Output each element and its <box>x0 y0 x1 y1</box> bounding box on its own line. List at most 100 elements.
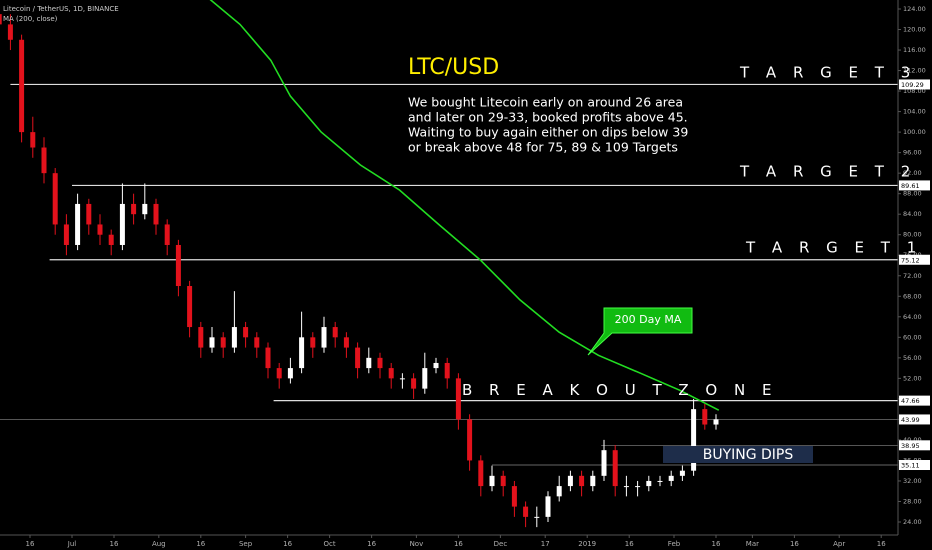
x-tick-label: Dec <box>494 540 508 548</box>
candle-body <box>366 357 372 369</box>
candle-body <box>590 475 596 487</box>
level-label: 35.11 <box>901 462 920 470</box>
candle-body <box>579 475 585 487</box>
x-tick-label: Mar <box>746 540 759 548</box>
level-label-box <box>899 460 930 471</box>
candle-body <box>97 224 103 235</box>
x-tick-label: 16 <box>283 540 292 548</box>
candle-body <box>534 516 540 518</box>
candle-body <box>679 470 685 476</box>
x-tick-label: Aug <box>152 540 166 548</box>
candle-body <box>287 368 293 379</box>
level-text: T A R G E T 1 <box>745 239 922 257</box>
candle-body <box>702 409 708 425</box>
y-tick-label: 64.00 <box>903 313 922 321</box>
level-label: 89.61 <box>901 182 920 190</box>
level-label: 75.12 <box>901 256 920 264</box>
level-text: B R E A K O U T Z O N E <box>462 381 777 399</box>
x-tick-label: Sep <box>239 540 253 548</box>
source-label: Litecoin / TetherUS, 1D, BINANCE <box>3 5 119 13</box>
candle-body <box>377 357 383 369</box>
candle-body <box>75 203 81 245</box>
candle-body <box>310 337 316 348</box>
x-tick-label: Jul <box>67 540 77 548</box>
candle-body <box>220 337 226 348</box>
y-tick-label: 40.00 <box>903 436 922 444</box>
y-tick-label: 100.00 <box>903 128 926 136</box>
buy-label: BUYING DIPS <box>703 447 794 463</box>
candle-body <box>131 203 137 215</box>
level-label-box <box>899 79 930 90</box>
candle-body <box>411 378 417 389</box>
indicator-label: MA (200, close) <box>3 15 58 23</box>
candle-body <box>545 496 551 517</box>
x-tick-label: 16 <box>625 540 634 548</box>
level-label-box <box>899 395 930 406</box>
candle-body <box>455 378 461 420</box>
candle-body <box>142 203 148 215</box>
candle-body <box>30 132 36 148</box>
candle-body <box>511 486 517 507</box>
candle-body <box>444 362 450 379</box>
y-tick-label: 28.00 <box>903 497 922 505</box>
candle-body <box>86 203 92 225</box>
y-tick-label: 120.00 <box>903 26 926 34</box>
level-label: 43.99 <box>901 416 920 424</box>
ma-callout-box <box>587 307 693 356</box>
level-label: 38.95 <box>901 442 920 450</box>
candle-body <box>343 337 349 348</box>
x-tick-label: Feb <box>668 540 681 548</box>
x-tick-label: 16 <box>196 540 205 548</box>
x-tick-label: 16 <box>454 540 463 548</box>
y-tick-label: 92.00 <box>903 169 922 177</box>
candle-body <box>7 24 13 40</box>
y-tick-label: 112.00 <box>903 67 926 75</box>
candle-body <box>299 337 305 369</box>
x-tick-label: Nov <box>410 540 424 548</box>
candle-body <box>254 337 260 348</box>
candle-body <box>623 486 629 488</box>
candle-body <box>467 419 473 461</box>
level-label-box <box>899 440 930 451</box>
x-tick-label: 16 <box>367 540 376 548</box>
candle-body <box>601 450 607 476</box>
y-tick-label: 96.00 <box>903 149 922 157</box>
plot-area <box>0 0 898 528</box>
candle-body <box>119 203 125 245</box>
candle-body <box>265 347 271 369</box>
candle-body <box>500 475 506 487</box>
ma-line <box>209 0 720 411</box>
x-tick-label: 2019 <box>578 540 596 548</box>
candle-body <box>209 337 215 348</box>
y-tick-label: 116.00 <box>903 46 926 54</box>
candle-body <box>332 327 338 338</box>
candle-body <box>422 368 428 389</box>
candle-body <box>243 327 249 338</box>
candle-body <box>231 327 237 348</box>
candle-body <box>635 486 641 488</box>
candle-body <box>478 460 484 487</box>
ma-callout-text: 200 Day MA <box>615 313 682 326</box>
level-label-box <box>899 254 930 265</box>
candle-body <box>646 480 652 487</box>
candle-body <box>0 14 2 25</box>
y-tick-label: 60.00 <box>903 333 922 341</box>
candle-body <box>556 486 562 497</box>
x-tick-label: 16 <box>110 540 119 548</box>
candle-body <box>355 347 361 369</box>
buy-label-box <box>663 446 813 463</box>
y-tick-label: 24.00 <box>903 518 922 526</box>
candle-body <box>388 368 394 379</box>
note-line: Waiting to buy again either on dips belo… <box>408 125 688 140</box>
y-tick-label: 56.00 <box>903 354 922 362</box>
level-text: T A R G E T 2 <box>739 163 916 181</box>
level-label-box <box>899 414 930 425</box>
x-tick-label: 16 <box>877 540 886 548</box>
x-tick-label: 17 <box>541 540 550 548</box>
y-tick-label: 108.00 <box>903 87 926 95</box>
candle-body <box>433 362 439 369</box>
candle-body <box>41 147 47 174</box>
y-tick-label: 80.00 <box>903 231 922 239</box>
